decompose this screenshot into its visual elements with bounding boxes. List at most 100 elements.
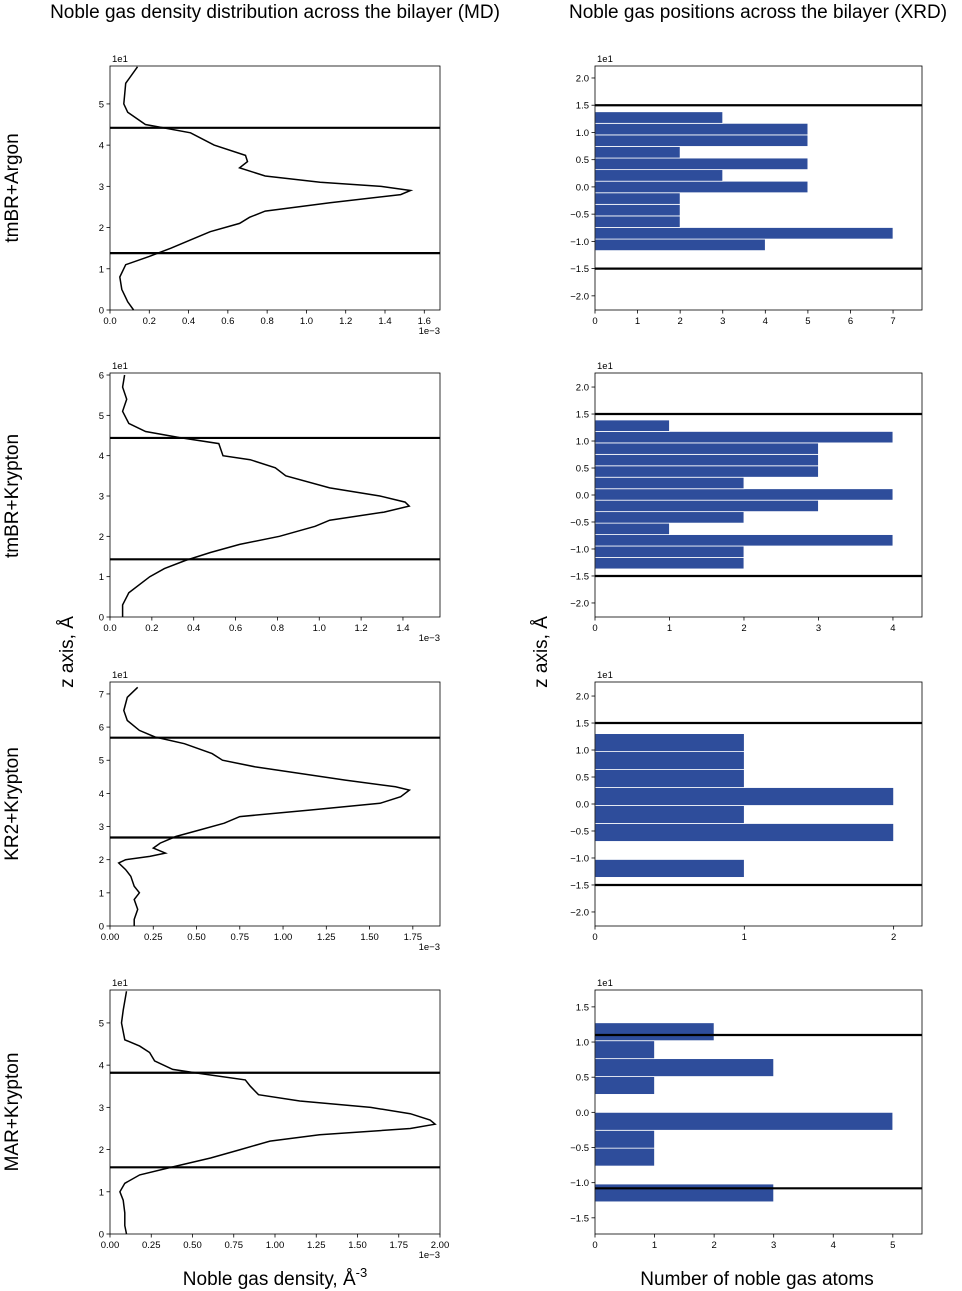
x-tick-label: 0.0 [103,623,116,634]
x-tick-label: 2 [741,623,746,634]
bar [594,499,819,513]
bar [594,557,745,570]
bar [594,733,745,752]
x-tick-label: 1 [667,623,672,634]
y-offset-label: 1e1 [112,361,128,372]
y-tick-label: −0.5 [570,826,589,837]
bar [594,111,724,124]
bar [594,215,681,228]
y-tick-label: 1.5 [576,101,589,112]
x-offset-label: 1e−3 [419,942,440,953]
x-tick-label: 1.6 [418,316,431,327]
y-tick-label: 4 [99,451,104,462]
y-tick-label: −1.0 [570,853,589,864]
bar [594,534,894,547]
plot-frame [109,65,441,311]
y-tick-label: −2.0 [570,291,589,302]
x-tick-label: 2 [891,932,896,943]
y-tick-label: 1.5 [576,719,589,730]
density-line [119,66,414,311]
y-tick-label: 0 [99,613,104,624]
x-tick-label: 1.2 [355,623,368,634]
y-tick-label: −0.5 [570,1143,589,1154]
x-axis-label-text: Noble gas density, Å [183,1269,356,1290]
bar [594,545,745,558]
density-line [121,374,411,617]
y-tick-label: −0.5 [570,210,589,221]
row-label: tmBR+Argon [2,133,23,242]
y-tick-label: 0.5 [576,464,589,475]
y-tick-label: 1 [99,572,104,583]
y-tick-label: 0 [99,922,104,933]
bar [594,476,745,490]
y-tick-label: 4 [99,141,104,152]
bar [594,203,681,217]
y-tick-label: 2 [99,855,104,866]
y-tick-label: 1.5 [576,410,589,421]
y-tick-label: 2.0 [576,73,589,84]
row-label: KR2+Krypton [2,747,23,861]
y-offset-label: 1e1 [597,54,613,65]
y-offset-label: 1e1 [112,978,128,989]
y-tick-label: 0.5 [576,1073,589,1084]
x-tick-label: 0.2 [143,316,156,327]
y-tick-label: 0.5 [576,155,589,166]
y-offset-label: 1e1 [597,978,613,989]
y-tick-label: 3 [99,1103,104,1114]
y-tick-label: 3 [99,492,104,503]
x-tick-label: 2 [678,316,683,327]
bar [594,859,745,878]
y-offset-label: 1e1 [597,670,613,681]
y-tick-label: −2.0 [570,907,589,918]
x-tick-label: 4 [890,623,895,634]
y-tick-label: 4 [99,789,104,800]
bar [594,823,895,842]
x-offset-label: 1e−3 [419,633,440,644]
y-tick-label: −1.0 [570,544,589,555]
x-tick-label: 1.00 [266,1240,285,1251]
x-axis-label: Number of noble gas atoms [640,1269,873,1290]
x-tick-label: 0 [592,1240,597,1251]
x-tick-label: 0.50 [187,932,206,943]
x-tick-label: 3 [816,623,821,634]
x-tick-label: 5 [805,316,810,327]
y-tick-label: 5 [99,756,104,767]
x-tick-label: 0 [592,932,597,943]
y-tick-label: 0 [99,306,104,317]
y-tick-label: 0.0 [576,800,589,811]
x-tick-label: 0 [592,623,597,634]
y-tick-label: 1 [99,888,104,899]
bar [594,751,745,770]
x-tick-label: 0.75 [225,1240,244,1251]
y-tick-label: 0 [99,1230,104,1241]
y-tick-label: −1.0 [570,1178,589,1189]
bar [594,419,670,432]
y-tick-label: 0.0 [576,1108,589,1119]
bar [594,1022,715,1042]
x-tick-label: 2 [711,1240,716,1251]
bar [594,1129,655,1149]
y-tick-label: 1.5 [576,1002,589,1013]
column-title: Noble gas positions across the bilayer (… [569,2,947,23]
x-tick-label: 0.6 [221,316,234,327]
column-title: Noble gas density distribution across th… [50,2,500,23]
bar [594,1183,775,1203]
y-tick-label: 5 [99,99,104,110]
x-tick-label: 0.0 [103,316,116,327]
x-axis-label: Noble gas density, Å-3 [183,1265,367,1290]
x-tick-label: 5 [890,1240,895,1251]
bar [594,453,819,467]
bar [594,169,724,182]
x-tick-label: 0.8 [271,623,284,634]
bar [594,180,809,194]
x-tick-label: 1.25 [317,932,336,943]
x-tick-label: 1.25 [307,1240,326,1251]
x-tick-label: 0.4 [182,316,195,327]
x-tick-label: 7 [890,316,895,327]
y-tick-label: 0.0 [576,491,589,502]
y-tick-label: 2 [99,1145,104,1156]
bar [594,769,745,788]
x-tick-label: 1.50 [360,932,379,943]
bar [594,1147,655,1167]
x-tick-label: 0.2 [145,623,158,634]
